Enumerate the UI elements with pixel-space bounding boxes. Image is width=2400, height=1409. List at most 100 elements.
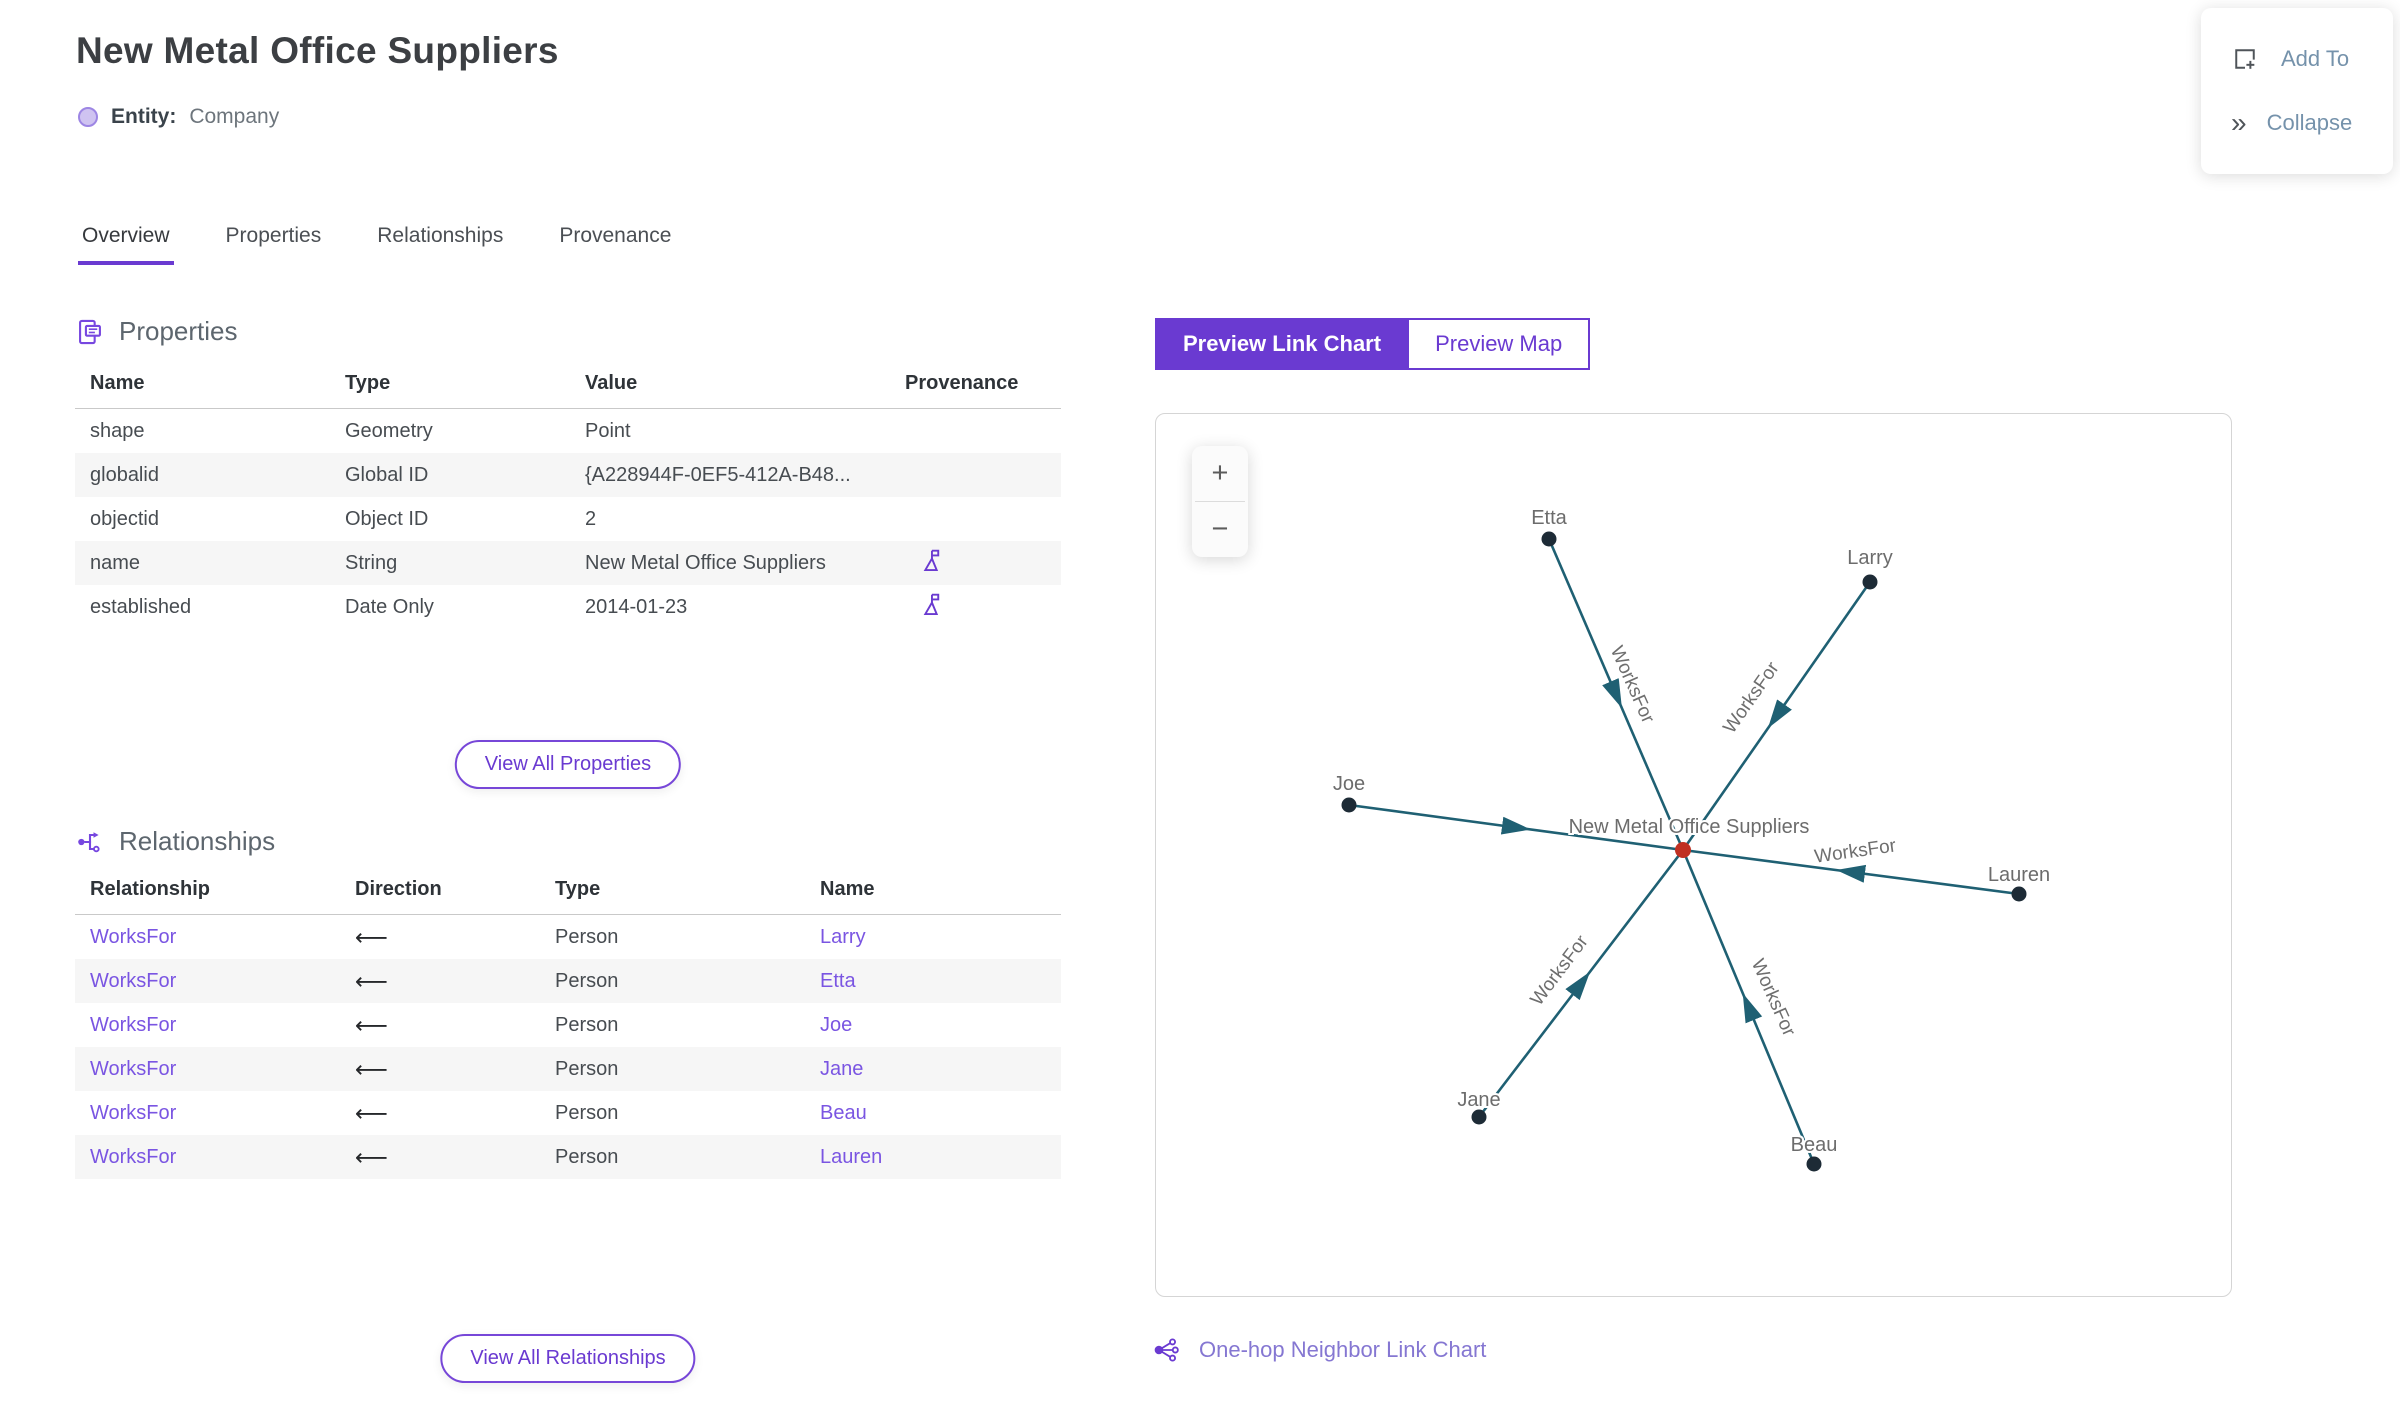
relationships-table-header: Relationship Direction Type Name: [75, 878, 1061, 915]
table-row: established Date Only 2014-01-23: [75, 585, 1061, 629]
column-header: Type: [345, 372, 391, 394]
table-row: WorksFor ⟵ Person Jane: [75, 1047, 1061, 1091]
column-header: Relationship: [90, 878, 211, 900]
column-header: Name: [90, 372, 145, 394]
zoom-out-button[interactable]: −: [1211, 513, 1229, 545]
property-value-cell: Point: [585, 419, 631, 442]
tab-overview[interactable]: Overview: [78, 224, 174, 265]
relationship-entity-type-cell: Person: [555, 1057, 619, 1080]
zoom-in-button[interactable]: +: [1211, 457, 1229, 489]
node-beau[interactable]: [1806, 1156, 1822, 1172]
node-joe[interactable]: [1341, 797, 1357, 813]
table-row: objectid Object ID 2: [75, 497, 1061, 541]
property-value-cell: {A228944F-0EF5-412A-B48...: [585, 463, 851, 486]
relationship-entity-type-cell: Person: [555, 1013, 619, 1036]
node-label: Etta: [1531, 507, 1567, 529]
tab-provenance[interactable]: Provenance: [559, 224, 672, 247]
provenance-flag-icon[interactable]: [918, 591, 945, 618]
edge-label: WorksFor: [1719, 658, 1784, 738]
edge-label: WorksFor: [1747, 956, 1800, 1040]
properties-icon: [79, 319, 101, 344]
view-all-relationships-button[interactable]: View All Relationships: [440, 1334, 696, 1383]
relationships-icon: [78, 831, 100, 852]
relationship-name-link[interactable]: Larry: [820, 925, 866, 948]
property-type-cell: Date Only: [345, 595, 434, 618]
relationship-name-link[interactable]: Etta: [820, 969, 856, 992]
zoom-controls: + −: [1192, 446, 1248, 557]
relationship-entity-type-cell: Person: [555, 1101, 619, 1124]
property-value-cell: 2014-01-23: [585, 595, 688, 618]
properties-table-header: Name Type Value Provenance: [75, 372, 1061, 409]
relationship-name-link[interactable]: Beau: [820, 1101, 867, 1124]
entity-type-value: Company: [189, 105, 280, 128]
edge-worksfor-joe[interactable]: [1348, 803, 1684, 852]
table-row: WorksFor ⟵ Person Joe: [75, 1003, 1061, 1047]
center-node[interactable]: [1675, 842, 1691, 858]
node-etta[interactable]: [1541, 531, 1557, 547]
edge-worksfor-beau[interactable]: [1681, 849, 1816, 1165]
table-row: WorksFor ⟵ Person Etta: [75, 959, 1061, 1003]
relationship-type-link[interactable]: WorksFor: [90, 925, 177, 948]
node-label: Jane: [1457, 1089, 1500, 1111]
property-type-cell: Geometry: [345, 419, 433, 442]
collapse-button[interactable]: » Collapse: [2231, 109, 2393, 137]
preview-map-tab[interactable]: Preview Map: [1409, 318, 1591, 370]
property-value-cell: New Metal Office Suppliers: [585, 551, 826, 574]
tab-properties[interactable]: Properties: [225, 224, 322, 247]
node-label: Beau: [1791, 1134, 1838, 1156]
relationship-type-link[interactable]: WorksFor: [90, 1057, 177, 1080]
relationships-section-header: Relationships: [76, 826, 275, 857]
entity-type-dot-icon: [78, 107, 98, 127]
node-larry[interactable]: [1862, 574, 1878, 590]
preview-link-chart-tab[interactable]: Preview Link Chart: [1155, 318, 1410, 370]
column-header: Name: [820, 878, 875, 900]
relationship-direction-cell: ⟵: [355, 1011, 388, 1038]
property-provenance-cell: [890, 591, 1061, 624]
tabs-bar: Overview Properties Relationships Provenanc…: [78, 224, 675, 265]
link-chart-canvas[interactable]: WorksFor WorksFor WorksFor WorksFor WorksFor…: [1156, 414, 2231, 1296]
edge-label: WorksFor: [1606, 643, 1659, 727]
property-name-cell: globalid: [90, 463, 159, 486]
provenance-flag-icon[interactable]: [918, 547, 945, 574]
actions-card: Add To » Collapse: [2201, 8, 2393, 174]
edge-label: WorksFor: [1527, 931, 1594, 1010]
center-node-label: New Metal Office Suppliers: [1569, 816, 1810, 838]
node-label: Larry: [1847, 547, 1893, 569]
property-type-cell: String: [345, 551, 398, 574]
tab-relationships[interactable]: Relationships: [377, 224, 504, 247]
relationship-name-link[interactable]: Joe: [820, 1013, 853, 1036]
relationship-direction-cell: ⟵: [355, 923, 388, 950]
edge-worksfor-larry[interactable]: [1681, 581, 1872, 851]
column-header: Type: [555, 878, 601, 900]
edge-worksfor-etta[interactable]: [1547, 538, 1685, 851]
add-to-label: Add To: [2281, 45, 2350, 71]
relationship-type-link[interactable]: WorksFor: [90, 1013, 177, 1036]
column-header: Value: [585, 372, 638, 394]
chart-footer: One-hop Neighbor Link Chart: [1152, 1336, 1486, 1364]
link-chart-panel: + − WorksFor WorksFor WorksFor WorksFor Work…: [1155, 413, 2232, 1297]
property-name-cell: established: [90, 595, 192, 618]
relationships-table-body: WorksFor ⟵ Person Larry WorksFor ⟵ Person Etta W…: [75, 915, 1061, 1179]
edge-worksfor-jane[interactable]: [1477, 849, 1685, 1118]
property-type-cell: Global ID: [345, 463, 429, 486]
properties-table: Name Type Value Provenance shape Geometry…: [75, 372, 1061, 629]
view-all-properties-button[interactable]: View All Properties: [454, 740, 682, 789]
relationship-name-link[interactable]: Lauren: [820, 1145, 883, 1168]
edge-worksfor-lauren[interactable]: [1682, 848, 2020, 896]
add-to-button[interactable]: Add To: [2231, 45, 2393, 73]
relationship-name-link[interactable]: Jane: [820, 1057, 864, 1080]
node-jane[interactable]: [1471, 1109, 1487, 1125]
preview-toggle: Preview Link Chart Preview Map: [1155, 318, 1591, 370]
node-lauren[interactable]: [2011, 886, 2027, 902]
property-provenance-cell: [890, 547, 1061, 580]
column-header: Direction: [355, 878, 442, 900]
relationships-table: Relationship Direction Type Name WorksFo…: [75, 878, 1061, 1179]
relationship-direction-cell: ⟵: [355, 1143, 388, 1170]
relationships-section-title: Relationships: [119, 826, 276, 856]
properties-section-header: Properties: [76, 316, 238, 347]
relationship-entity-type-cell: Person: [555, 1145, 619, 1168]
column-header: Provenance: [905, 372, 1019, 394]
relationship-type-link[interactable]: WorksFor: [90, 969, 177, 992]
relationship-type-link[interactable]: WorksFor: [90, 1101, 177, 1124]
relationship-type-link[interactable]: WorksFor: [90, 1145, 177, 1168]
